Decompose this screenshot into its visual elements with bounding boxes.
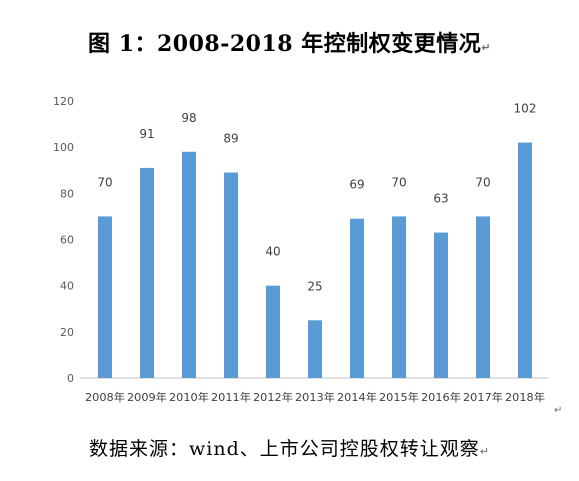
x-tick-label: 2009年 <box>127 390 167 404</box>
x-tick-label: 2018年 <box>505 390 545 404</box>
bar-2010年 <box>182 151 196 378</box>
bar-2018年 <box>518 142 532 378</box>
data-label: 25 <box>307 279 322 293</box>
y-tick-label: 100 <box>53 141 74 154</box>
x-tick-label: 2008年 <box>85 390 125 404</box>
bar-2009年 <box>140 167 154 378</box>
x-tick-label: 2011年 <box>211 390 251 404</box>
bar-2012年 <box>266 285 280 378</box>
bar-2014年 <box>350 218 364 378</box>
x-tick-label: 2013年 <box>295 390 335 404</box>
y-axis: 0 20 40 60 80 100 120 <box>53 95 74 385</box>
x-axis: 2008年 2009年 2010年 2011年 2012年 2013年 2014年 2015年… <box>85 390 545 404</box>
x-tick-label: 2016年 <box>421 390 461 404</box>
data-label: 102 <box>514 102 537 116</box>
data-label: 98 <box>181 111 196 125</box>
paragraph-mark-icon: ↵ <box>481 41 491 54</box>
paragraph-mark-icon: ↵ <box>479 445 490 458</box>
bar-2016年 <box>434 232 448 378</box>
bar-2017年 <box>476 216 490 378</box>
y-tick-label: 20 <box>60 326 74 339</box>
y-tick-label: 0 <box>67 372 74 385</box>
x-tick-label: 2017年 <box>463 390 503 404</box>
chart-title-text: 图 1：2008-2018 年控制权变更情况 <box>88 31 482 57</box>
data-label: 89 <box>223 132 238 146</box>
y-tick-label: 120 <box>53 95 74 108</box>
x-tick-label: 2010年 <box>169 390 209 404</box>
data-label: 70 <box>97 175 112 189</box>
y-tick-label: 60 <box>60 234 74 247</box>
data-source-note: 数据来源：wind、上市公司控股权转让观察↵ <box>0 434 579 461</box>
x-tick-label: 2012年 <box>253 390 293 404</box>
bar-2011年 <box>224 172 238 378</box>
paragraph-mark-icon: ↵ <box>554 405 562 416</box>
x-tick-label: 2015年 <box>379 390 419 404</box>
y-tick-label: 40 <box>60 280 74 293</box>
data-label: 40 <box>265 245 280 259</box>
data-label: 70 <box>475 175 490 189</box>
data-label: 91 <box>139 127 154 141</box>
data-source-text: 数据来源：wind、上市公司控股权转让观察 <box>89 438 480 460</box>
bar-2013年 <box>308 320 322 378</box>
chart-title: 图 1：2008-2018 年控制权变更情况↵ <box>0 26 579 58</box>
y-tick-label: 80 <box>60 187 74 200</box>
bar-2015年 <box>392 216 406 378</box>
bar-2008年 <box>98 216 112 378</box>
data-label: 70 <box>391 175 406 189</box>
bar-series: 70 91 98 89 40 25 69 70 63 70 102 <box>97 102 536 378</box>
x-tick-label: 2014年 <box>337 390 377 404</box>
data-label: 63 <box>433 192 448 206</box>
data-label: 69 <box>349 178 364 192</box>
